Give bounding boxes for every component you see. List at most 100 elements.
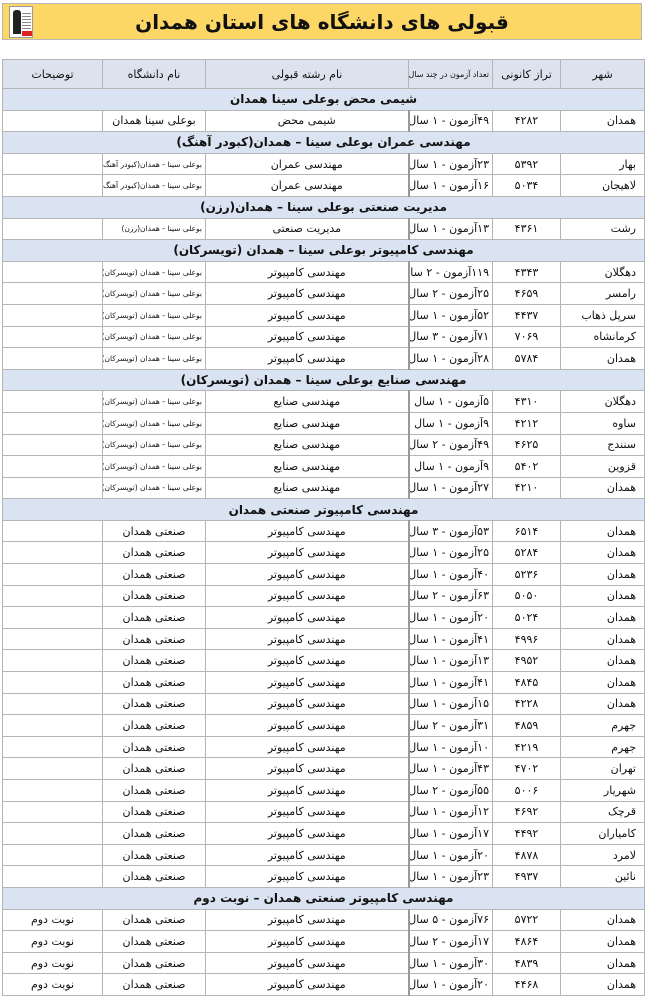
city-cell: شهریار xyxy=(560,779,645,802)
major-cell: مهندسی کامپیوتر xyxy=(205,584,409,608)
exams-cell: ۱۷آزمون - ۱ سال xyxy=(407,822,493,845)
major-cell: مهندسی کامپیوتر xyxy=(205,563,409,586)
major-cell: مدیریت صنعتی xyxy=(205,217,409,241)
city-cell: دهگلان xyxy=(560,390,645,413)
exams-cell: ۲۸آزمون - ۱ سال xyxy=(407,347,493,370)
exams-cell: ۳۰آزمون - ۱ سال xyxy=(407,951,493,975)
notes-cell xyxy=(2,735,103,759)
city-cell: همدان xyxy=(560,109,645,133)
score-cell: ۴۷۰۲ xyxy=(492,757,561,780)
notes-cell xyxy=(2,779,103,802)
score-cell: ۴۶۲۵ xyxy=(492,433,561,457)
major-cell: مهندسی کامپیوتر xyxy=(205,260,409,284)
score-cell: ۵۰۰۶ xyxy=(492,779,561,802)
city-cell: بهار xyxy=(560,152,645,176)
table-row: لامرد ۴۸۷۸ ۲۰آزمون - ۱ سال مهندسی کامپیوتر ص… xyxy=(2,843,645,867)
city-cell: همدان xyxy=(560,973,645,996)
university-cell: صنعتی همدان xyxy=(102,563,206,586)
notes-cell xyxy=(2,649,103,673)
exams-cell: ۱۱۹آزمون - ۲ سال xyxy=(407,260,493,284)
section-header-row: مهندسی عمران بوعلی سینا – همدان(کبودر آه… xyxy=(2,131,645,154)
major-cell: مهندسی کامپیوتر xyxy=(205,627,409,651)
notes-cell xyxy=(2,174,103,197)
score-cell: ۴۴۳۷ xyxy=(492,303,561,327)
major-cell: مهندسی صنایع xyxy=(205,476,409,500)
section-header-row: مهندسی کامپیوتر صنعتی همدان xyxy=(2,498,645,521)
score-cell: ۴۶۹۲ xyxy=(492,800,561,824)
university-cell: صنعتی همدان xyxy=(102,908,206,932)
university-cell: صنعتی همدان xyxy=(102,822,206,845)
major-cell: مهندسی صنایع xyxy=(205,411,409,435)
city-cell: رشت xyxy=(560,217,645,241)
table-header-row: شهر تراز کانونی تعداد آزمون در چند سال ن… xyxy=(2,59,645,89)
score-cell: ۵۴۰۲ xyxy=(492,455,561,478)
section-header-row: مهندسی صنایع بوعلی سینا – همدان (تویسرکا… xyxy=(2,368,645,392)
university-cell: صنعتی همدان xyxy=(102,714,206,737)
university-cell: بوعلی سینا - همدان(کبودر آهنگ) xyxy=(102,174,206,197)
table-row: سرپل ذهاب ۴۴۳۷ ۵۲آزمون - ۱ سال مهندسی کامپی… xyxy=(2,303,645,327)
column-header-city: شهر xyxy=(560,59,645,89)
city-cell: تهران xyxy=(560,757,645,780)
score-cell: ۴۲۸۲ xyxy=(492,109,561,133)
table-row: همدان ۵۲۸۴ ۲۵آزمون - ۱ سال مهندسی کامپیوتر ص… xyxy=(2,541,645,565)
exams-cell: ۲۳آزمون - ۱ سال xyxy=(407,152,493,176)
table-row: دهگلان ۴۳۱۰ ۵آزمون - ۱ سال مهندسی صنایع بوعل… xyxy=(2,390,645,413)
city-cell: همدان xyxy=(560,519,645,543)
table-row: همدان ۵۷۲۲ ۷۶آزمون - ۵ سال مهندسی کامپیوتر ص… xyxy=(2,908,645,932)
university-cell: بوعلی سینا - همدان (تویسرکان) xyxy=(102,303,206,327)
university-cell: صنعتی همدان xyxy=(102,779,206,802)
city-cell: همدان xyxy=(560,908,645,932)
section-title: مهندسی کامپیوتر صنعتی همدان xyxy=(2,498,645,521)
major-cell: مهندسی کامپیوتر xyxy=(205,757,409,780)
notes-cell xyxy=(2,109,103,133)
score-cell: ۴۴۹۲ xyxy=(492,822,561,845)
major-cell: مهندسی کامپیوتر xyxy=(205,865,409,888)
exams-cell: ۱۲آزمون - ۱ سال xyxy=(407,800,493,824)
city-cell: همدان xyxy=(560,692,645,716)
column-header-major: نام رشته قبولی xyxy=(205,59,409,89)
major-cell: مهندسی کامپیوتر xyxy=(205,908,409,932)
university-cell: بوعلی سینا - همدان (تویسرکان) xyxy=(102,455,206,478)
city-cell: کامیاران xyxy=(560,822,645,845)
score-cell: ۴۳۶۱ xyxy=(492,217,561,241)
exams-cell: ۴۹آزمون - ۱ سال xyxy=(407,109,493,133)
score-cell: ۵۲۳۶ xyxy=(492,563,561,586)
score-cell: ۴۲۲۸ xyxy=(492,692,561,716)
score-cell: ۴۸۳۹ xyxy=(492,951,561,975)
score-cell: ۴۹۹۶ xyxy=(492,627,561,651)
exams-cell: ۱۶آزمون - ۱ سال xyxy=(407,174,493,197)
exams-cell: ۲۰آزمون - ۱ سال xyxy=(407,606,493,629)
exams-cell: ۴۳آزمون - ۱ سال xyxy=(407,757,493,780)
section-header-row: مهندسی کامپیوتر بوعلی سینا – همدان (تویس… xyxy=(2,239,645,262)
exams-cell: ۲۵آزمون - ۲ سال xyxy=(407,282,493,305)
section-header-row: مهندسی کامپیوتر صنعتی همدان – نوبت دوم xyxy=(2,886,645,910)
table-row: همدان ۴۸۴۵ ۴۱آزمون - ۱ سال مهندسی کامپیوتر ص… xyxy=(2,671,645,694)
table-row: رامسر ۴۶۵۹ ۲۵آزمون - ۲ سال مهندسی کامپیوتر ب… xyxy=(2,282,645,305)
table-row: شهریار ۵۰۰۶ ۵۵آزمون - ۲ سال مهندسی کامپیوتر… xyxy=(2,779,645,802)
table-row: رشت ۴۳۶۱ ۱۳آزمون - ۱ سال مدیریت صنعتی بوعلی … xyxy=(2,217,645,241)
exams-cell: ۲۵آزمون - ۱ سال xyxy=(407,541,493,565)
notes-cell xyxy=(2,606,103,629)
exams-cell: ۴۱آزمون - ۱ سال xyxy=(407,627,493,651)
table-row: همدان ۶۵۱۴ ۵۳آزمون - ۳ سال مهندسی کامپیوتر ص… xyxy=(2,519,645,543)
university-cell: بوعلی سینا - همدان(رزن) xyxy=(102,217,206,241)
city-cell: لامرد xyxy=(560,843,645,867)
exams-cell: ۲۰آزمون - ۱ سال xyxy=(407,973,493,996)
major-cell: مهندسی کامپیوتر xyxy=(205,303,409,327)
notes-cell xyxy=(2,455,103,478)
notes-cell xyxy=(2,476,103,500)
university-cell: صنعتی همدان xyxy=(102,519,206,543)
exams-cell: ۳۱آزمون - ۲ سال xyxy=(407,714,493,737)
university-cell: بوعلی سینا - همدان (تویسرکان) xyxy=(102,411,206,435)
admissions-table: شهر تراز کانونی تعداد آزمون در چند سال ن… xyxy=(2,59,645,996)
major-cell: مهندسی عمران xyxy=(205,174,409,197)
city-cell: رامسر xyxy=(560,282,645,305)
table-row: لاهیجان ۵۰۳۴ ۱۶آزمون - ۱ سال مهندسی عمران بو… xyxy=(2,174,645,197)
notes-cell xyxy=(2,757,103,780)
table-row: همدان ۵۲۳۶ ۴۰آزمون - ۱ سال مهندسی کامپیوتر ص… xyxy=(2,563,645,586)
university-cell: بوعلی سینا - همدان (تویسرکان) xyxy=(102,390,206,413)
city-cell: قزوین xyxy=(560,455,645,478)
notes-cell xyxy=(2,433,103,457)
table-row: کامیاران ۴۴۹۲ ۱۷آزمون - ۱ سال مهندسی کامپیو… xyxy=(2,822,645,845)
notes-cell: نوبت دوم xyxy=(2,973,103,996)
